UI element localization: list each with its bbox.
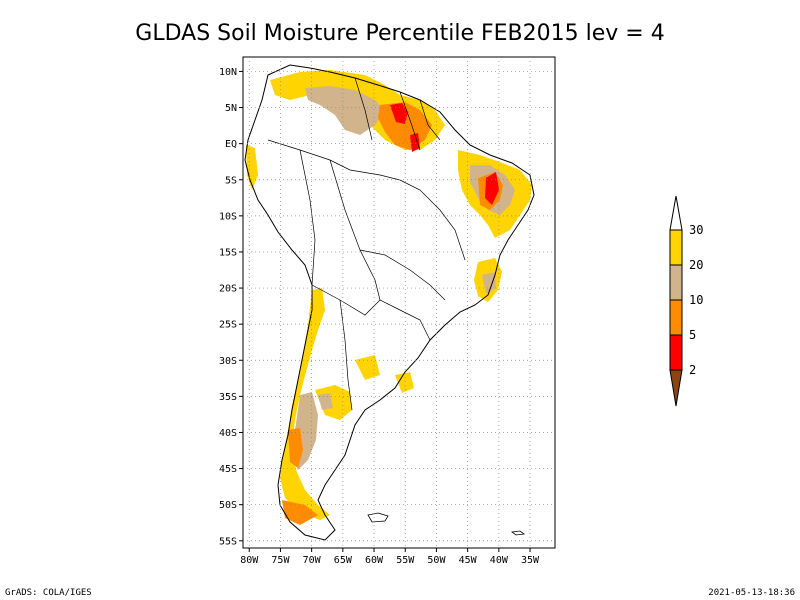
- footer-credit: GrADS: COLA/IGES: [5, 588, 92, 598]
- lon-tick-label: 45W: [459, 555, 478, 566]
- lat-tick-label: 45S: [219, 464, 237, 475]
- field-yellow-uruguay: [395, 372, 414, 393]
- lon-tick-label: 80W: [240, 555, 259, 566]
- lon-tick-label: 70W: [303, 555, 322, 566]
- lat-tick-label: 30S: [219, 356, 237, 367]
- lon-tick-label: 50W: [427, 555, 446, 566]
- lat-tick-label: 10S: [219, 211, 237, 222]
- colorbar-above-30: [669, 195, 683, 231]
- percentile-field: [246, 70, 532, 525]
- field-red-north: [390, 103, 408, 124]
- colorbar-below-2: [669, 369, 683, 407]
- colorbar-20-30: [669, 229, 683, 266]
- colorbar-2-5: [669, 334, 683, 371]
- field-red-ne: [485, 172, 499, 205]
- colorbar: 30 20 10 5 2: [669, 195, 703, 407]
- lat-tick-label: 5S: [225, 175, 237, 186]
- colorbar-label-30: 30: [689, 223, 703, 237]
- lon-axis: 80W 75W 70W 65W 60W 55W 50W 45W 40W 35W: [240, 548, 540, 566]
- colorbar-10-20: [669, 264, 683, 301]
- lat-axis: 10N 5N EQ 5S 10S 15S 20S 25S 30S 35S 40S 45S 50S 55S: [219, 67, 243, 547]
- field-tan-se: [482, 272, 496, 294]
- map-grid: [243, 57, 555, 548]
- lat-tick-label: 25S: [219, 320, 237, 331]
- lon-tick-label: 55W: [396, 555, 415, 566]
- continent-outline: [244, 64, 535, 541]
- falklands-outline: [367, 512, 389, 523]
- lat-tick-label: 40S: [219, 428, 237, 439]
- colorbar-5-10: [669, 299, 683, 336]
- lon-tick-label: 35W: [521, 555, 540, 566]
- country-borders: [267, 77, 466, 411]
- lat-tick-label: 50S: [219, 500, 237, 511]
- field-orange-patagonia: [282, 500, 318, 525]
- colorbar-label-20: 20: [689, 258, 703, 272]
- colorbar-label-5: 5: [689, 328, 696, 342]
- lat-tick-label: 10N: [219, 67, 237, 78]
- lat-tick-label: 55S: [219, 536, 237, 547]
- south-georgia-outline: [510, 530, 526, 536]
- map-title: GLDAS Soil Moisture Percentile FEB2015 l…: [135, 21, 664, 46]
- colorbar-label-10: 10: [689, 293, 703, 307]
- lat-tick-label: EQ: [225, 139, 237, 150]
- lat-tick-label: 20S: [219, 284, 237, 295]
- lon-tick-label: 60W: [365, 555, 384, 566]
- map-area: 10N5NEQ5S10S15S20S25S30S35S40S45S50S55S …: [219, 56, 556, 566]
- footer-timestamp: 2021-05-13-18:36: [708, 588, 795, 598]
- lat-tick-label: 35S: [219, 392, 237, 403]
- colorbar-label-2: 2: [689, 363, 696, 377]
- lon-tick-label: 75W: [271, 555, 290, 566]
- field-orange-chile: [288, 428, 303, 468]
- field-red-north-2: [410, 133, 420, 152]
- lat-tick-label: 15S: [219, 247, 237, 258]
- lon-tick-label: 40W: [490, 555, 509, 566]
- field-tan-north: [305, 86, 385, 135]
- field-yellow-west-coast: [246, 145, 258, 190]
- field-tan-argentina: [318, 393, 333, 410]
- lon-tick-label: 65W: [334, 555, 353, 566]
- lat-tick-label: 5N: [225, 103, 237, 114]
